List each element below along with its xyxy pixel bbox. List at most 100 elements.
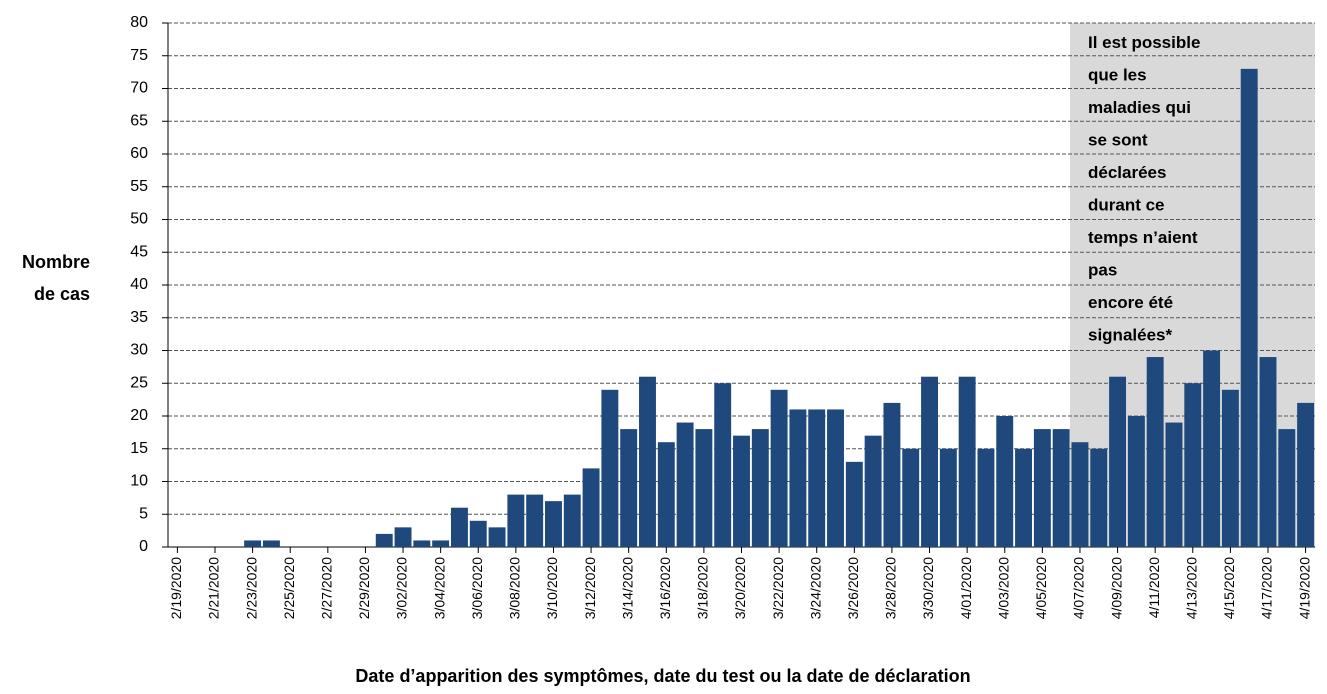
bar	[657, 442, 675, 547]
bar	[545, 501, 562, 547]
bar	[1109, 376, 1127, 547]
bar	[582, 468, 600, 547]
x-tick-label: 3/02/2020	[394, 557, 410, 619]
x-tick-label: 3/24/2020	[807, 557, 823, 619]
bar	[1240, 68, 1258, 547]
x-tick-label: 3/10/2020	[544, 557, 560, 619]
bar	[639, 376, 656, 547]
y-tick-label: 80	[130, 14, 148, 31]
bar	[1146, 357, 1164, 547]
bar	[1184, 383, 1202, 547]
x-tick-label: 4/13/2020	[1183, 557, 1199, 619]
bar	[902, 448, 920, 547]
bar	[996, 416, 1014, 547]
bar	[601, 389, 619, 547]
y-axis-label: Nombre	[22, 252, 90, 272]
bar	[1033, 429, 1051, 547]
bar	[808, 409, 826, 547]
bar	[469, 520, 487, 547]
bar	[394, 527, 412, 547]
x-tick-label: 3/18/2020	[695, 557, 711, 619]
y-tick-label: 35	[130, 309, 148, 326]
x-tick-label: 3/28/2020	[883, 557, 899, 619]
x-tick-label: 4/17/2020	[1259, 557, 1275, 619]
x-tick-label: 2/23/2020	[243, 557, 259, 619]
bar	[921, 376, 938, 547]
x-tick-label: 4/11/2020	[1146, 557, 1162, 618]
bar	[450, 507, 468, 547]
x-tick-label: 4/03/2020	[995, 557, 1011, 619]
x-tick-label: 4/05/2020	[1033, 557, 1049, 619]
y-tick-label: 75	[130, 47, 148, 64]
x-axis-label: Date d’apparition des symptômes, date du…	[355, 666, 970, 686]
x-tick-label: 2/25/2020	[281, 557, 297, 619]
bar	[526, 494, 544, 547]
bar	[375, 533, 393, 547]
bar	[733, 435, 750, 547]
x-tick-label: 4/19/2020	[1296, 557, 1312, 619]
y-tick-label: 55	[130, 178, 148, 195]
x-tick-label: 2/19/2020	[168, 557, 184, 619]
bar	[244, 540, 262, 547]
bar	[1297, 402, 1315, 547]
x-tick-label: 3/08/2020	[507, 557, 523, 619]
bar	[695, 429, 713, 547]
annotation: se sont	[1088, 131, 1148, 150]
y-tick-label: 40	[130, 276, 148, 293]
annotation: déclarées	[1088, 163, 1166, 182]
bar	[864, 435, 882, 547]
bar	[676, 422, 694, 547]
annotation: temps n’aient	[1088, 228, 1198, 247]
x-tick-label: 3/14/2020	[619, 557, 635, 619]
annotation: durant ce	[1088, 196, 1165, 215]
y-axis-label: de cas	[34, 284, 90, 304]
x-tick-label: 3/12/2020	[582, 557, 598, 619]
x-tick-label: 3/04/2020	[431, 557, 447, 619]
y-tick-label: 45	[130, 243, 148, 260]
bar	[789, 409, 807, 547]
x-tick-label: 3/22/2020	[770, 557, 786, 619]
bar	[1203, 350, 1221, 547]
bar	[751, 429, 769, 547]
bar	[827, 409, 844, 547]
bar	[432, 540, 450, 547]
bar	[1015, 448, 1033, 547]
bar	[1165, 422, 1183, 547]
bar	[1052, 429, 1070, 547]
y-tick-label: 70	[130, 80, 148, 97]
x-tick-label: 3/20/2020	[732, 557, 748, 619]
bar	[262, 540, 280, 547]
bar	[1127, 416, 1145, 547]
y-tick-label: 60	[130, 145, 148, 162]
x-tick-label: 4/15/2020	[1221, 557, 1237, 619]
x-tick-label: 4/09/2020	[1108, 557, 1124, 619]
bar	[507, 494, 525, 547]
bar	[413, 540, 431, 547]
annotation: que les	[1088, 66, 1147, 85]
y-tick-label: 0	[139, 538, 148, 555]
bar	[563, 494, 581, 547]
y-tick-label: 5	[139, 505, 148, 522]
x-tick-label: 2/27/2020	[319, 557, 335, 619]
bar	[1090, 448, 1108, 547]
bar	[620, 429, 638, 547]
annotation: pas	[1088, 261, 1117, 280]
y-tick-label: 50	[130, 211, 148, 228]
x-tick-label: 2/21/2020	[206, 557, 222, 619]
x-tick-label: 4/01/2020	[958, 557, 974, 619]
y-tick-label: 30	[130, 342, 148, 359]
bar	[714, 383, 732, 547]
bar	[977, 448, 995, 547]
y-tick-label: 65	[130, 112, 148, 129]
x-tick-label: 3/06/2020	[469, 557, 485, 619]
x-tick-label: 3/16/2020	[657, 557, 673, 619]
bar	[1221, 389, 1239, 547]
y-tick-label: 20	[130, 407, 148, 424]
y-tick-label: 15	[130, 440, 148, 457]
bar	[488, 527, 506, 547]
x-tick-label: 3/30/2020	[920, 557, 936, 619]
bar	[845, 461, 863, 547]
bar	[1259, 357, 1277, 547]
bar	[883, 402, 901, 547]
